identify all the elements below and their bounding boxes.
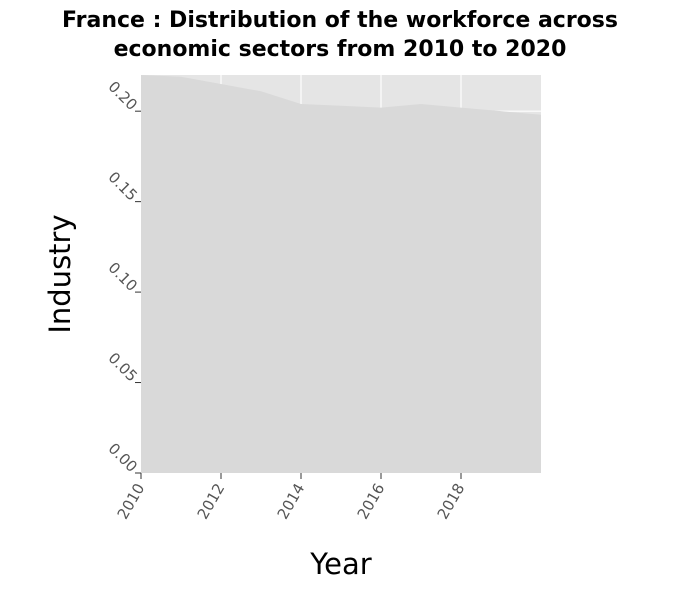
y-tick-label-0.05: 0.05 [105, 349, 141, 385]
y-tick-label-0.10: 0.10 [105, 259, 141, 295]
chart-title: France : Distribution of the workforce a… [0, 6, 680, 64]
x-tick-label-2016: 2016 [354, 480, 389, 522]
y-tick-label-0.00: 0.00 [105, 439, 141, 475]
y-tick-label-0.15: 0.15 [105, 168, 141, 204]
industry-area [141, 75, 541, 473]
x-axis-label: Year [309, 547, 371, 581]
x-tick-label-2010: 2010 [114, 480, 149, 522]
chart-title-line-2: economic sectors from 2010 to 2020 [113, 37, 567, 62]
y-tick-label-0.20: 0.20 [105, 78, 141, 114]
y-axis-label: Industry [43, 214, 77, 333]
x-tick-label-2014: 2014 [274, 480, 309, 522]
x-tick-label-2012: 2012 [194, 480, 229, 522]
chart-title-line-1: France : Distribution of the workforce a… [62, 8, 618, 33]
x-tick-label-2018: 2018 [434, 480, 469, 522]
